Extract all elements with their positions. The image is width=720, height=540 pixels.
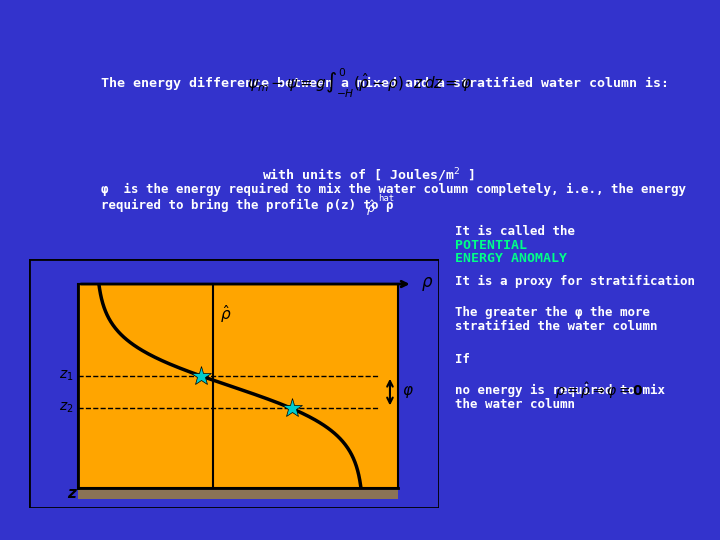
Text: The greater the φ the more: The greater the φ the more xyxy=(456,306,650,319)
Text: $\hat{\rho}$: $\hat{\rho}$ xyxy=(366,199,376,218)
Bar xyxy=(78,284,398,488)
Text: $\varphi$: $\varphi$ xyxy=(402,384,414,400)
Bar xyxy=(78,488,398,499)
Text: $z_2$: $z_2$ xyxy=(59,401,74,415)
Text: z: z xyxy=(67,487,76,502)
Text: hat: hat xyxy=(378,194,394,203)
Text: stratified the water column: stratified the water column xyxy=(456,320,658,333)
Text: with units of [ Joules/m$^2$ ]: with units of [ Joules/m$^2$ ] xyxy=(263,167,475,184)
Text: It is a proxy for stratification: It is a proxy for stratification xyxy=(456,275,696,288)
Text: It is called the: It is called the xyxy=(456,225,583,238)
Text: $\hat{\rho}$: $\hat{\rho}$ xyxy=(220,303,231,325)
Text: $\rho = \hat{\rho} \Rightarrow \varphi = \mathbf{0}$: $\rho = \hat{\rho} \Rightarrow \varphi =… xyxy=(555,381,644,401)
Text: φ  is the energy required to mix the water column completely, i.e., the energy: φ is the energy required to mix the wate… xyxy=(101,183,686,197)
Text: the water column: the water column xyxy=(456,398,575,411)
Text: The energy difference between a mixed and a stratified water column is:: The energy difference between a mixed an… xyxy=(101,77,669,90)
Text: $\psi_m - \psi = g\int_{-H}^{0}(\hat{\rho} - \rho)\cdot z\,dz = \varphi$: $\psi_m - \psi = g\int_{-H}^{0}(\hat{\rh… xyxy=(247,67,473,100)
Text: $\rho$: $\rho$ xyxy=(420,275,433,293)
Text: required to bring the profile ρ(z) to ρ: required to bring the profile ρ(z) to ρ xyxy=(101,199,394,212)
Text: no energy is required to mix: no energy is required to mix xyxy=(456,384,665,397)
Text: If: If xyxy=(456,353,470,366)
Text: POTENTIAL: POTENTIAL xyxy=(456,239,528,252)
Text: $z_1$: $z_1$ xyxy=(59,369,74,383)
Text: ENERGY ANOMALY: ENERGY ANOMALY xyxy=(456,252,567,265)
